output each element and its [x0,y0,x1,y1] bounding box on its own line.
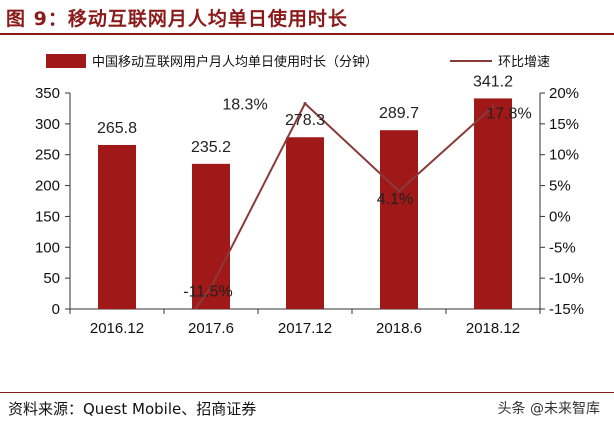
line-segment [304,102,400,192]
y-left-tick-label: 50 [43,270,60,287]
y-right-tick-label: 15% [549,116,579,133]
line-segment-lead [194,286,212,310]
watermark: 头条 @未来智库 [497,401,600,417]
y-left-tick-label: 200 [35,178,60,195]
y-left-tick-label: 100 [35,239,60,256]
legend-label-bar: 中国移动互联网用户月人均单日使用时长（分钟） [92,54,378,70]
x-tick-label: 2017.12 [278,320,332,337]
line-segment [210,103,306,288]
y-right-tick-label: -15% [549,301,584,318]
x-tick-label: 2016.12 [90,320,144,337]
y-right-tick-label: 5% [549,178,571,195]
bar [380,130,418,309]
line-point [491,105,495,109]
bar-value-label: 278.3 [285,112,325,129]
line-value-label: -11.5% [183,283,233,300]
line-point [303,101,307,105]
line-value-label: 4.1% [377,191,413,208]
bar-series [98,98,512,310]
y-right-tick-label: 10% [549,147,579,164]
y-right-tick-label: 20% [549,85,579,102]
chart-legend: 中国移动互联网用户月人均单日使用时长（分钟） 环比增速 [46,54,550,70]
line-value-label: 17.8% [486,106,531,123]
y-right-tick-label: -10% [549,270,584,287]
y-left-tick-label: 150 [35,208,60,225]
source-divider [0,392,614,393]
legend-label-line: 环比增速 [498,55,550,70]
data-labels: 265.8 235.2 278.3 289.7 341.2 -11.5% 18.3% 4.1%… [97,73,532,300]
combo-chart: 中国移动互联网用户月人均单日使用时长（分钟） 环比增速 0 50 100 150 200 2… [35,54,584,337]
line-value-label: 18.3% [222,96,267,113]
bar [192,163,230,309]
x-tick-label: 2017.6 [188,320,234,337]
figure-title: 图 9：移动互联网月人均单日使用时长 [6,8,348,30]
x-tick-label: 2018.12 [466,320,520,337]
title-divider [0,33,614,35]
y-left-tick-label: 0 [52,301,60,318]
line-point [397,189,401,193]
bar-value-label: 265.8 [97,120,137,137]
y-right-tick-label: -5% [549,239,576,256]
x-tick-label: 2018.6 [376,320,422,337]
bar [474,98,512,310]
bar-value-label: 235.2 [191,139,231,156]
bar [286,137,324,309]
line-series [194,101,495,310]
bar-value-label: 289.7 [379,105,419,122]
legend-swatch-bar [46,54,86,68]
y-left-tick-label: 350 [35,85,60,102]
line-point [209,285,213,289]
bar-value-label: 341.2 [473,73,513,90]
source-note: 资料来源：Quest Mobile、招商证券 [8,400,257,418]
chart-axes: 0 50 100 150 200 250 300 350 -15% -10% -5% 0% 5% 10% 1… [35,85,584,337]
line-segment [398,105,494,192]
bar [98,144,136,309]
y-left-tick-label: 250 [35,147,60,164]
y-right-tick-label: 0% [549,208,571,225]
y-left-tick-label: 300 [35,116,60,133]
